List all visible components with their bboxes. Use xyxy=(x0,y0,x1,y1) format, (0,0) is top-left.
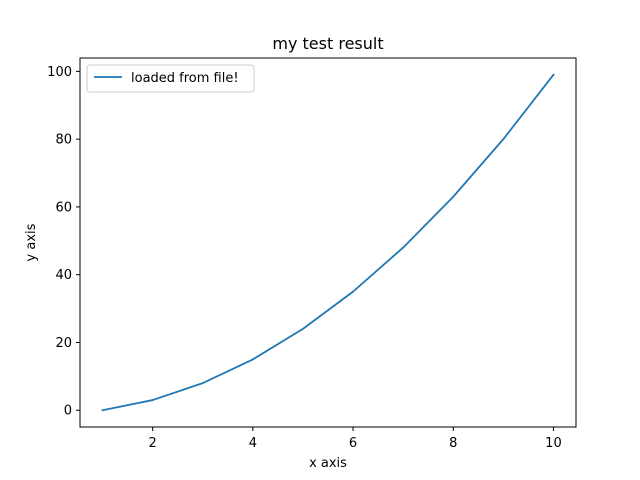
chart-title: my test result xyxy=(272,34,383,53)
y-tick-label: 80 xyxy=(55,133,72,148)
x-axis-label: x axis xyxy=(309,456,347,471)
data-point xyxy=(452,195,455,198)
legend: loaded from file! xyxy=(86,64,255,93)
x-tick-label: 6 xyxy=(349,436,357,451)
axes-background xyxy=(80,58,576,427)
y-tick-label: 100 xyxy=(47,65,72,80)
axes-frame xyxy=(79,57,577,428)
y-axis-label: y axis xyxy=(24,223,39,261)
data-point xyxy=(201,382,204,385)
data-point xyxy=(101,409,104,412)
y-tick-label: 0 xyxy=(64,404,72,419)
data-point xyxy=(402,246,405,249)
data-point xyxy=(151,399,154,401)
y-tick-label: 60 xyxy=(55,200,72,215)
series-points xyxy=(101,73,555,412)
y-tick-label: 20 xyxy=(55,336,72,351)
legend-label: loaded from file! xyxy=(131,71,239,86)
x-tick-label: 8 xyxy=(449,436,457,451)
plot-area xyxy=(79,57,577,428)
data-point xyxy=(251,358,254,361)
data-point xyxy=(552,73,555,76)
data-point xyxy=(502,138,505,141)
legend-box xyxy=(86,64,255,93)
x-axis-ticks: 2 4 6 8 10 xyxy=(149,427,562,451)
data-point xyxy=(352,290,354,293)
y-axis-ticks: 0 20 40 60 80 100 xyxy=(47,65,80,419)
data-point xyxy=(302,328,304,330)
x-tick-label: 10 xyxy=(545,436,562,451)
series-line xyxy=(101,73,555,412)
x-tick-label: 4 xyxy=(249,436,257,451)
x-tick-label: 2 xyxy=(149,436,157,451)
y-tick-label: 40 xyxy=(55,268,72,283)
